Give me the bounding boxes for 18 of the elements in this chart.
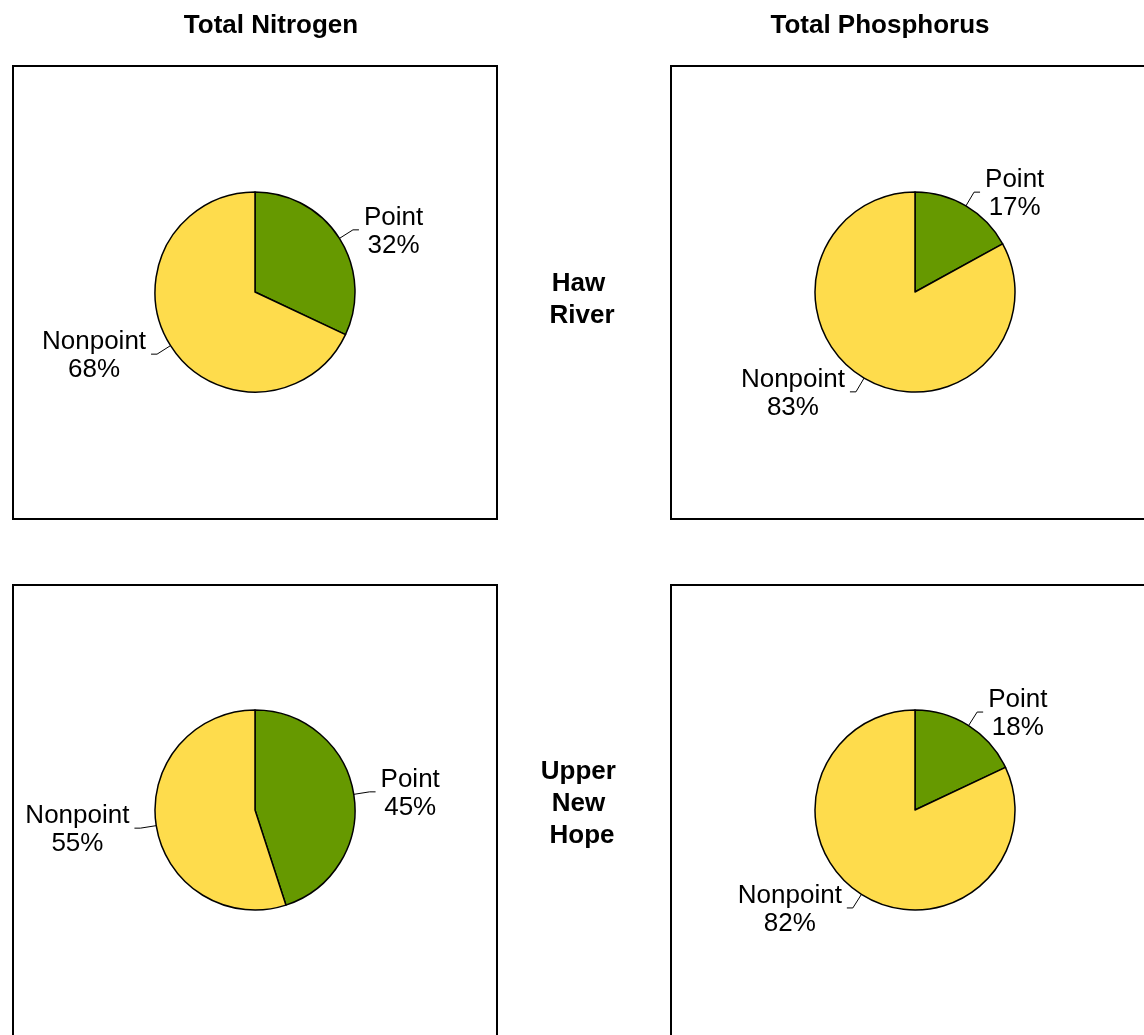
slice-label: Nonpoint xyxy=(737,878,843,909)
slice-label: Nonpoint xyxy=(740,362,846,393)
chart-title: Total Nitrogen xyxy=(183,9,359,39)
data-label: 45% xyxy=(384,790,437,821)
slice-label: Point xyxy=(363,200,424,231)
data-label: 32% xyxy=(367,228,420,259)
slice-label: Point xyxy=(985,163,1046,194)
data-label: 55% xyxy=(51,827,104,858)
slice-label: Nonpoint xyxy=(25,799,131,830)
text: Haw River xyxy=(549,267,615,329)
data-label: 18% xyxy=(991,711,1044,742)
slice-label: Point xyxy=(380,762,441,793)
chart-title: Total Phosphorus xyxy=(770,9,990,39)
slice-label: Nonpoint xyxy=(41,325,147,356)
data-label: 17% xyxy=(988,191,1041,222)
data-label: 68% xyxy=(68,353,121,384)
slice-label: Point xyxy=(988,683,1049,714)
text: Upper New Hope xyxy=(540,755,624,849)
